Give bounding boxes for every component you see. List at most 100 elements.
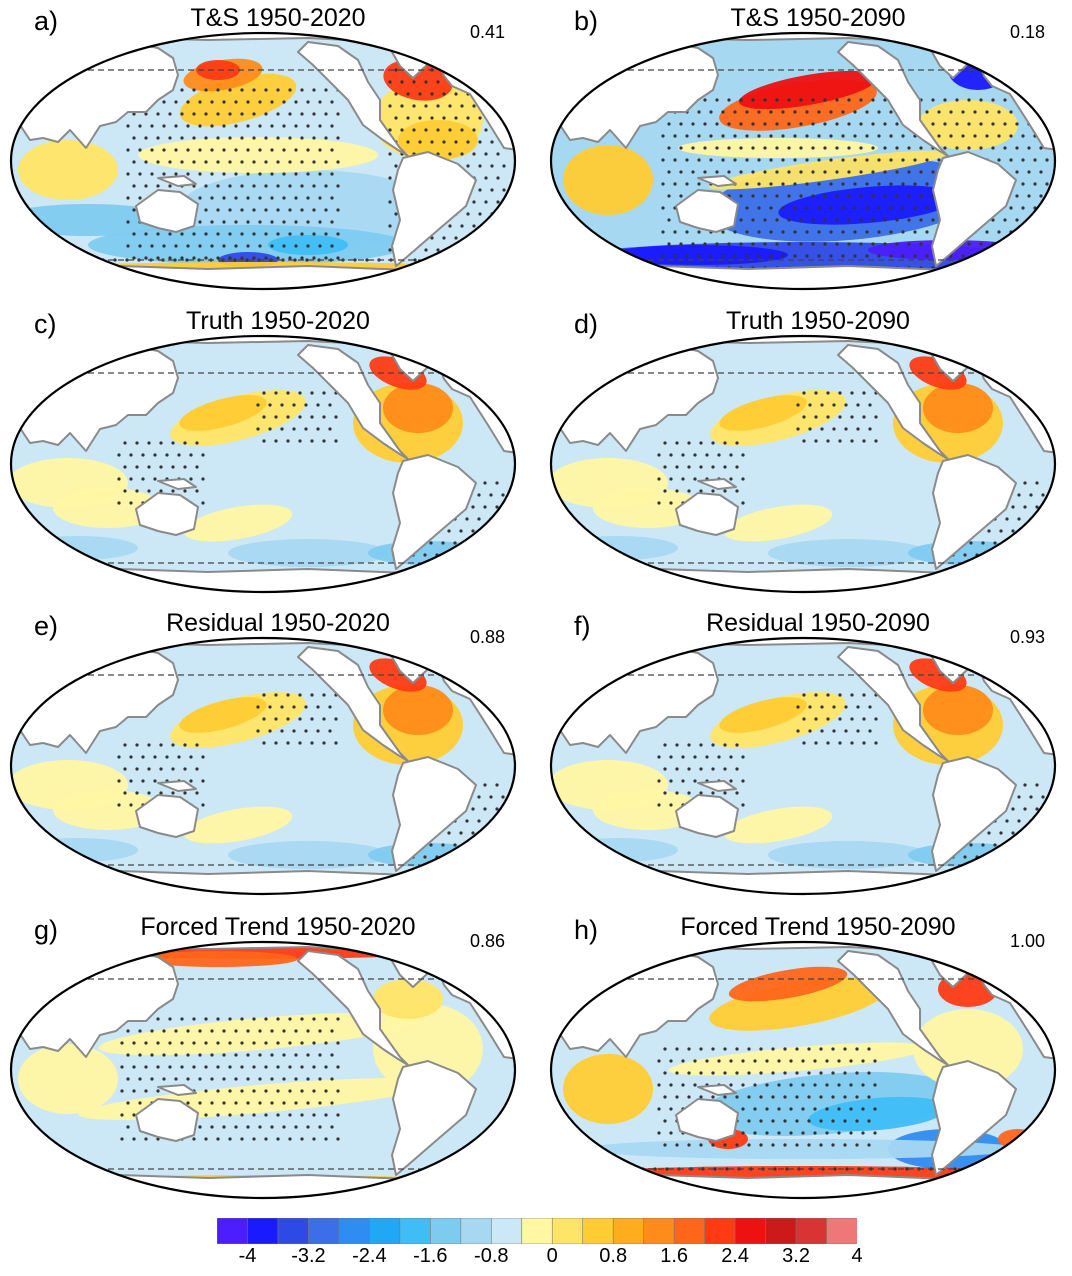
panel-title: Truth 1950-2090 <box>726 307 910 335</box>
panel-title: Residual 1950-2090 <box>706 609 930 637</box>
panel-label: h) <box>574 915 599 945</box>
trend-contour <box>558 536 678 560</box>
trend-contour <box>18 140 118 200</box>
world-map <box>9 940 517 1200</box>
land-samerica <box>931 1060 1017 1176</box>
map-panel-c: c) Truth 1950-2020 <box>8 303 528 599</box>
trend-contour <box>558 838 678 862</box>
significance-stipple <box>120 1017 340 1141</box>
land-australia <box>135 794 199 838</box>
trend-contour <box>719 697 807 733</box>
colorbar-swatch <box>308 1218 340 1244</box>
trend-contour <box>398 868 498 892</box>
trend-contour <box>138 137 378 173</box>
trend-contour <box>709 977 887 1031</box>
colorbar-tick: -1.6 <box>413 1245 448 1267</box>
trend-contour <box>723 806 833 844</box>
panel-label: c) <box>34 309 57 339</box>
trend-contour <box>398 120 478 160</box>
colorbar-swatch <box>399 1218 432 1244</box>
world-map <box>9 31 517 291</box>
colorbar <box>217 1218 857 1244</box>
panel-correlation: 1.00 <box>1010 931 1046 951</box>
colorbar-tick: -2.4 <box>352 1245 387 1267</box>
trend-contour <box>709 150 947 190</box>
map-panel-e: e) Residual 1950-2020 0.88 <box>8 605 528 901</box>
trend-contour <box>563 145 653 215</box>
land-australia <box>135 492 199 536</box>
panel-title: Forced Trend 1950-2020 <box>140 913 416 941</box>
panel-title: T&S 1950-2020 <box>190 4 366 32</box>
panel-title: T&S 1950-2090 <box>730 4 906 32</box>
colorbar-swatch <box>490 1218 523 1244</box>
land-samerica <box>931 454 1017 570</box>
land-australia <box>675 492 739 536</box>
land-australia <box>135 189 199 233</box>
land-newguinea <box>157 1084 197 1096</box>
panel-label: a) <box>34 6 59 36</box>
colorbar-swatch <box>460 1218 493 1244</box>
panel-label: f) <box>574 611 591 641</box>
panel-correlation: 0.41 <box>470 22 506 42</box>
panel-correlation: 0.86 <box>470 931 506 951</box>
trend-contour <box>583 1139 1023 1159</box>
trend-contour <box>923 685 993 735</box>
land-australia <box>675 1098 739 1142</box>
panel-title: Truth 1950-2020 <box>186 307 370 335</box>
colorbar-swatch <box>765 1218 797 1244</box>
land-australia <box>135 1098 199 1142</box>
colorbar-swatch <box>338 1218 371 1244</box>
map-panel-b: b) T&S 1950-2090 0.18 <box>548 0 1068 296</box>
trend-contour <box>228 539 388 567</box>
trend-contour <box>593 488 703 528</box>
land-newguinea <box>697 1084 737 1096</box>
land-newguinea <box>157 175 197 187</box>
map-panel-f: f) Residual 1950-2090 0.93 <box>548 605 1068 901</box>
world-map <box>549 334 1057 594</box>
colorbar-swatch <box>612 1218 645 1244</box>
land-australia <box>675 189 739 233</box>
map-border <box>549 940 1057 1200</box>
trend-contour <box>138 951 298 967</box>
trend-contour <box>398 566 498 590</box>
panel-title: Forced Trend 1950-2090 <box>680 913 956 941</box>
colorbar-tick: 1.6 <box>660 1245 689 1267</box>
trend-contour <box>938 566 1038 590</box>
panel-correlation: 0.93 <box>1010 627 1046 647</box>
land-masses <box>11 942 515 1198</box>
map-border <box>549 334 1057 594</box>
significance-stipple <box>47 68 506 274</box>
world-map <box>9 636 517 896</box>
map-border <box>9 31 517 291</box>
trend-contour <box>228 841 388 869</box>
colorbar-tick: -0.8 <box>474 1245 509 1267</box>
trend-contour <box>668 1042 928 1076</box>
map-border <box>549 31 1057 291</box>
trend-contour <box>98 1012 418 1056</box>
panel-label: g) <box>34 915 59 945</box>
land-samerica <box>391 151 477 267</box>
trend-contour <box>18 838 138 862</box>
trend-contour <box>179 395 267 431</box>
colorbar-swatch <box>582 1218 614 1244</box>
world-map <box>549 636 1057 896</box>
world-map <box>9 334 517 594</box>
trend-contour <box>183 504 293 542</box>
trend-contour <box>563 1054 653 1124</box>
trend-contour <box>183 806 293 844</box>
trend-contour <box>719 395 807 431</box>
colorbar-swatch <box>277 1218 310 1244</box>
land-newguinea <box>697 780 737 792</box>
world-map <box>549 31 1057 291</box>
colorbar-tick: 3.2 <box>782 1245 810 1267</box>
land-samerica <box>391 756 477 872</box>
trend-contour <box>778 185 958 225</box>
colorbar-swatch <box>643 1218 675 1244</box>
colorbar-tick: -4 <box>238 1245 257 1267</box>
colorbar-swatch <box>369 1218 401 1244</box>
map-panel-a: a) T&S 1950-2020 0.41 <box>8 0 528 296</box>
trend-contour <box>448 268 508 282</box>
land-newguinea <box>697 175 737 187</box>
colorbar-swatch <box>795 1218 828 1244</box>
panel-correlation: 0.88 <box>470 627 506 647</box>
